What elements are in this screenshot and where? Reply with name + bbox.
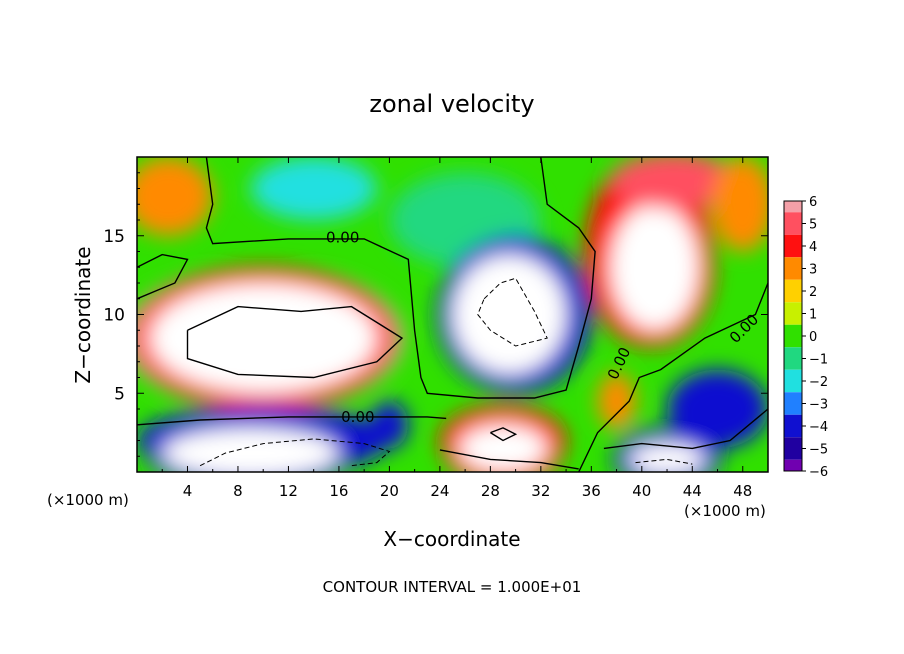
velocity-cell [458, 424, 548, 472]
x-tick-label: 4 [183, 482, 193, 500]
velocity-cell [610, 157, 737, 209]
velocity-cell [610, 204, 699, 331]
colorbar-swatch [784, 279, 802, 303]
velocity-cell [597, 372, 636, 430]
velocity-cell [711, 157, 768, 252]
colorbar-swatch [784, 347, 802, 370]
x-tick-label: 20 [380, 482, 399, 500]
colorbar-swatch [784, 459, 802, 471]
x-units-left: (×1000 m) [47, 491, 129, 509]
x-units-right: (×1000 m) [684, 502, 766, 520]
velocity-cell [629, 443, 705, 472]
x-tick-label: 24 [430, 482, 449, 500]
velocity-cell [162, 427, 339, 472]
colorbar-swatch [784, 234, 802, 258]
colorbar-swatch [784, 392, 802, 415]
velocity-cell [452, 254, 567, 375]
x-tick-label: 8 [233, 482, 243, 500]
contour-line [439, 449, 579, 470]
contour-line-negative [477, 277, 548, 347]
colorbar-label: 4 [809, 240, 817, 255]
chart-title: zonal velocity [369, 90, 534, 118]
colorbar-label: 3 [809, 263, 817, 278]
colorbar-label: −3 [809, 398, 828, 413]
colorbar-swatch [784, 414, 802, 438]
colorbar-label: 0 [809, 330, 817, 345]
colorbar-label: −5 [809, 443, 828, 458]
velocity-cell [667, 369, 768, 449]
contour-line-negative [199, 438, 391, 467]
contour-label: 0.00 [341, 408, 374, 426]
velocity-cell [370, 401, 409, 449]
y-axis-label: Z−coordinate [71, 246, 95, 383]
colorbar-swatch [784, 212, 802, 235]
contour-line [205, 157, 596, 399]
y-axis-ticks: 5 10 15 [103, 172, 768, 457]
colorbar-swatch [784, 369, 802, 393]
x-axis-label: X−coordinate [383, 527, 520, 551]
colorbar-swatch [784, 257, 802, 280]
y-tick-label: 10 [103, 306, 125, 326]
x-tick-label: 36 [582, 482, 601, 500]
x-tick-label: 16 [329, 482, 348, 500]
plot-area [137, 157, 768, 472]
colorbar-label: 1 [809, 308, 817, 323]
colorbar-swatch [784, 302, 802, 325]
x-tick-label: 40 [632, 482, 651, 500]
x-tick-label: 28 [481, 482, 500, 500]
colorbar-swatch [784, 324, 802, 348]
contour-line [186, 305, 404, 379]
contour-line [137, 416, 447, 426]
x-tick-label: 44 [683, 482, 702, 500]
colorbar-label: 2 [809, 285, 817, 300]
x-tick-label: 12 [279, 482, 298, 500]
colorbar-label: −6 [809, 465, 828, 480]
colorbar: 6 5 4 3 2 1 0 −1 −2 −3 −4 −5 −6 [783, 195, 828, 480]
y-tick-label: 5 [114, 384, 125, 404]
velocity-cell [149, 283, 377, 394]
x-tick-label: 32 [531, 482, 550, 500]
colorbar-label: 5 [809, 218, 817, 233]
colorbar-swatch [784, 201, 802, 213]
colorbar-label: −2 [809, 375, 828, 390]
y-tick-label: 15 [103, 227, 125, 247]
colorbar-swatch [784, 437, 802, 460]
velocity-cell [137, 157, 213, 236]
contour-label: 0.00 [326, 228, 359, 246]
x-tick-label: 48 [733, 482, 752, 500]
colorbar-label: −4 [809, 420, 828, 435]
contour-lines [137, 157, 768, 472]
colorbar-label: −1 [809, 353, 828, 368]
velocity-cell [250, 157, 377, 220]
contour-interval-footer: CONTOUR INTERVAL = 1.000E+01 [323, 578, 582, 596]
contour-line [490, 427, 518, 442]
contour-line-negative [635, 458, 693, 465]
contour-line [603, 408, 768, 450]
contour-line [578, 282, 768, 472]
x-axis-ticks: 4 8 12 16 20 24 28 32 36 40 44 48 [161, 157, 752, 500]
contour-line [137, 253, 189, 300]
colorbar-label: 6 [809, 195, 817, 210]
